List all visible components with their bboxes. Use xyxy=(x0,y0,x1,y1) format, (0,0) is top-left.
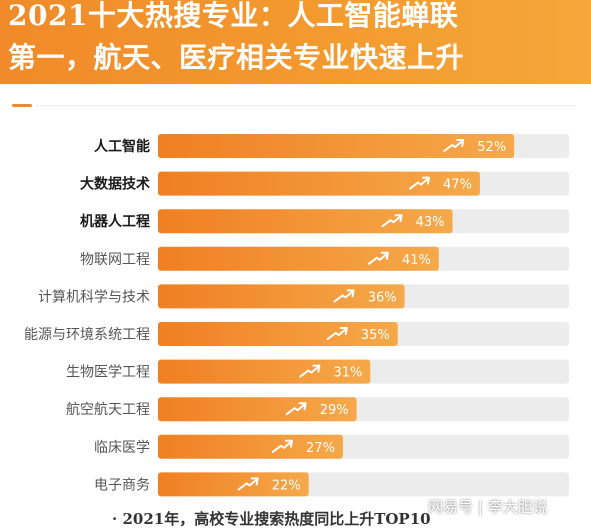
bar xyxy=(158,171,480,196)
value-label: 27% xyxy=(306,441,335,456)
value-label: 31% xyxy=(333,366,362,381)
title-line-2: 第一，航天、医疗相关专业快速上升 xyxy=(8,41,465,74)
category-label: 电子商务 xyxy=(94,477,150,493)
bar xyxy=(158,322,398,346)
trend-up-icon-head xyxy=(456,139,465,147)
trend-up-icon-head xyxy=(380,251,389,260)
category-label: 计算机科学与技术 xyxy=(38,289,150,305)
category-label: 机器人工程 xyxy=(80,213,150,230)
trend-up-icon xyxy=(408,178,428,190)
trend-up-icon-head xyxy=(250,477,259,486)
trend-up-icon xyxy=(381,216,401,228)
bar xyxy=(158,284,405,309)
bar xyxy=(158,209,453,234)
trend-up-icon xyxy=(299,366,319,378)
bar xyxy=(158,134,515,158)
value-label: 41% xyxy=(402,253,431,268)
category-label: 航空航天工程 xyxy=(66,402,150,418)
trend-up-icon-head xyxy=(298,402,307,411)
bar xyxy=(158,397,357,422)
title-line-1: 2021十大热搜专业：人工智能蝉联 xyxy=(8,0,459,32)
value-label: 22% xyxy=(272,478,301,493)
trend-up-icon-head xyxy=(284,439,293,448)
trend-up-icon xyxy=(237,479,257,491)
bar xyxy=(158,434,343,459)
accent-dash xyxy=(12,104,32,107)
trend-up-icon xyxy=(333,291,353,303)
category-label: 大数据技术 xyxy=(80,176,150,193)
bar xyxy=(158,246,439,271)
trend-up-icon xyxy=(367,253,387,265)
category-label: 人工智能 xyxy=(94,138,150,155)
trend-up-icon-head xyxy=(312,364,321,373)
trend-up-icon xyxy=(326,329,346,340)
footnote: · 2021年，高校专业搜索热度同比上升TOP10 xyxy=(112,510,431,528)
value-label: 36% xyxy=(368,290,397,305)
trend-up-icon xyxy=(271,441,291,453)
value-label: 52% xyxy=(477,140,506,155)
value-label: 43% xyxy=(416,215,445,230)
title-banner: 2021十大热搜专业：人工智能蝉联 第一，航天、医疗相关专业快速上升 xyxy=(0,0,591,84)
value-label: 35% xyxy=(361,328,390,343)
category-label: 能源与环境系统工程 xyxy=(24,327,150,343)
trend-up-icon-head xyxy=(346,289,355,298)
category-label: 生物医学工程 xyxy=(66,365,150,381)
trend-up-icon xyxy=(285,404,305,416)
trend-up-icon-head xyxy=(394,214,403,223)
trend-up-icon xyxy=(443,141,463,152)
category-label: 临床医学 xyxy=(94,440,150,456)
value-label: 47% xyxy=(443,178,472,193)
trend-up-icon-head xyxy=(339,327,348,335)
watermark: 网易号 | 李大胆说 xyxy=(428,498,548,516)
category-label: 物联网工程 xyxy=(80,252,150,268)
bar xyxy=(158,472,309,497)
value-label: 29% xyxy=(320,403,349,418)
trend-up-icon-head xyxy=(421,176,430,185)
divider-line xyxy=(36,105,576,106)
